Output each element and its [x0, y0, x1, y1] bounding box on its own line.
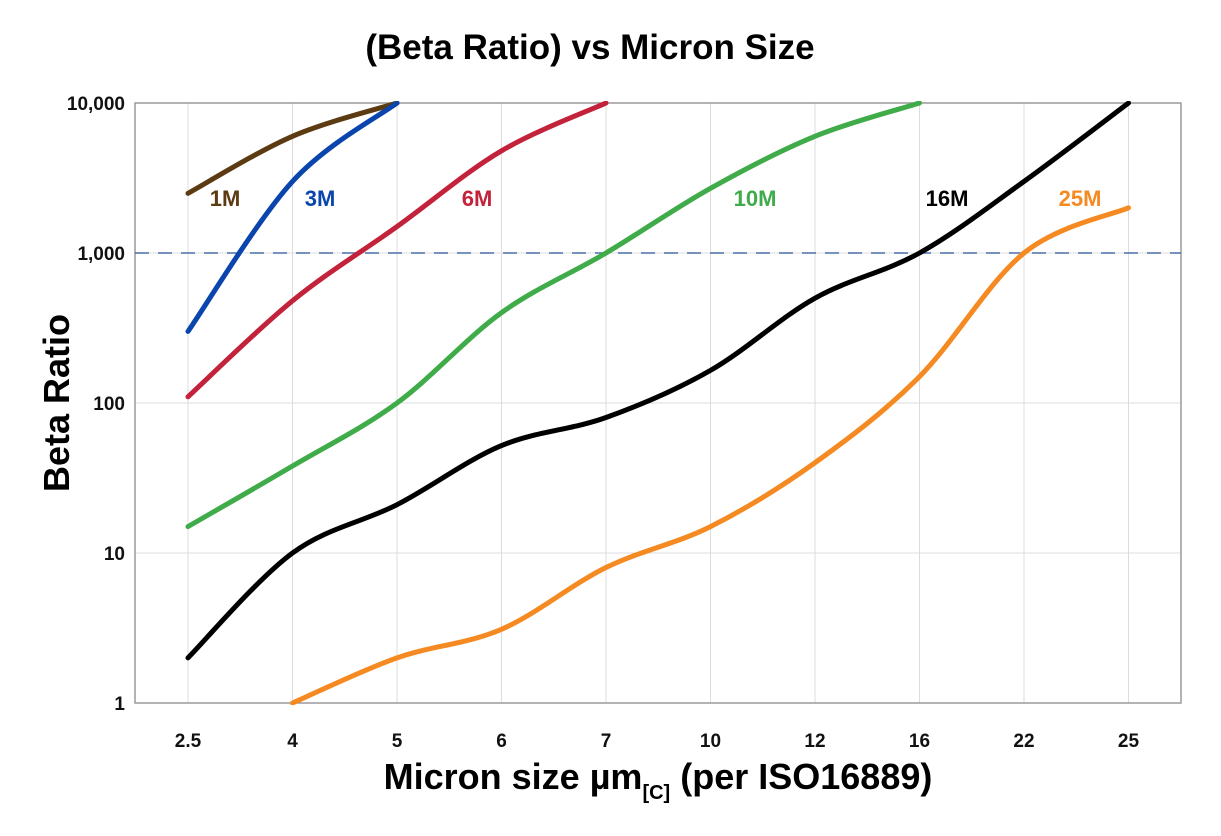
x-tick-label: 2.5 — [175, 731, 202, 752]
series-line-10M — [185, 101, 922, 530]
series-line-6M — [185, 101, 609, 400]
series-line-1M — [185, 101, 400, 196]
series-label-16M: 16M — [926, 186, 969, 211]
y-tick-label: 10 — [104, 544, 125, 565]
y-tick-label: 1,000 — [77, 244, 125, 265]
x-axis-label-sub: [C] — [642, 782, 671, 804]
x-axis-label-main: Micron size µm — [383, 756, 643, 797]
plot-frame — [134, 102, 1182, 704]
y-tick-label: 100 — [93, 394, 125, 415]
series-label-10M: 10M — [734, 186, 777, 211]
x-tick-label: 10 — [700, 731, 721, 752]
series-label-6M: 6M — [462, 186, 493, 211]
x-tick-label: 22 — [1013, 731, 1034, 752]
series-line-3M — [185, 101, 400, 334]
y-tick-label: 10,000 — [67, 94, 125, 115]
series-line-16M — [185, 101, 1131, 661]
x-axis-label: Micron size µm[C] (per ISO16889) — [0, 756, 1221, 805]
y-tick-label: 1 — [114, 694, 125, 715]
x-tick-label: 6 — [496, 731, 507, 752]
series-label-3M: 3M — [305, 186, 336, 211]
series-label-25M: 25M — [1059, 186, 1102, 211]
series-line-25M — [290, 205, 1131, 705]
x-tick-label: 16 — [909, 731, 930, 752]
x-tick-label: 4 — [287, 731, 298, 752]
x-axis-label-rest: (per ISO16889) — [680, 756, 933, 797]
x-tick-label: 7 — [601, 731, 612, 752]
x-tick-label: 25 — [1118, 731, 1140, 752]
series-label-1M: 1M — [210, 186, 241, 211]
x-tick-label: 5 — [392, 731, 403, 752]
chart-title: (Beta Ratio) vs Micron Size — [365, 28, 815, 67]
x-tick-label: 12 — [804, 731, 825, 752]
